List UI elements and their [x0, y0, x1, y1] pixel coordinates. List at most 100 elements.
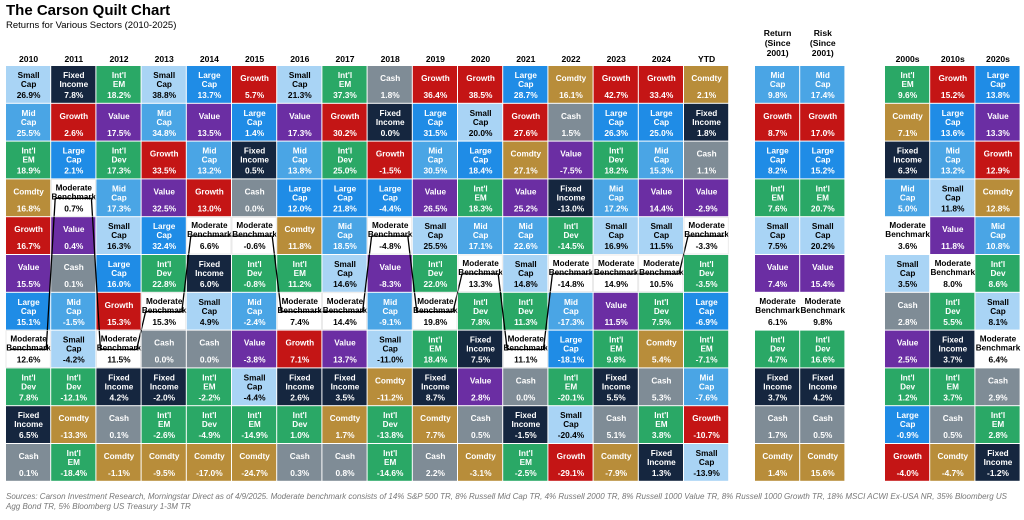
cell-label: Cap: [770, 156, 785, 165]
quilt-cell-growth: Growth -10.7%: [684, 406, 729, 443]
cell-label: Fixed: [812, 373, 833, 382]
cell-background: [975, 255, 1020, 292]
cell-value: 3.5%: [898, 279, 918, 289]
cell-label: Moderate: [56, 183, 93, 192]
cell-value: 0.3%: [290, 468, 310, 478]
cell-value: 42.7%: [604, 90, 628, 100]
cell-value: 18.4%: [424, 355, 448, 365]
cell-value: 11.8%: [941, 241, 965, 251]
cell-background: [593, 330, 638, 368]
cell-label: Growth: [763, 112, 792, 121]
cell-label: Income: [893, 156, 922, 165]
cell-label: Large: [942, 109, 965, 118]
cell-background: [930, 292, 975, 330]
quilt-cell-growth: Growth 15.2%: [930, 66, 975, 103]
cell-label: Moderate: [282, 297, 319, 306]
cell-value: -18.1%: [558, 355, 585, 365]
cell-background: [548, 368, 593, 406]
cell-background: [684, 368, 729, 406]
cell-label: Benchmark: [97, 344, 142, 353]
cell-label: Cap: [900, 269, 915, 278]
column-header: 2001): [767, 48, 789, 58]
cell-label: Mid: [901, 184, 915, 193]
cell-background: [684, 406, 729, 443]
cell-value: 32.5%: [152, 203, 176, 213]
cell-value: -20.1%: [558, 392, 585, 402]
cell-value: 4.2%: [109, 392, 129, 402]
cell-background: [96, 406, 141, 443]
cell-label: Comdty: [375, 376, 406, 385]
cell-value: 1.4%: [245, 128, 265, 138]
cell-label: Small: [18, 71, 40, 80]
cell-background: [51, 444, 96, 481]
quilt-cell-growth: Growth 13.0%: [186, 179, 231, 217]
cell-background: [930, 179, 975, 217]
cell-value: -2.5%: [515, 468, 537, 478]
cell-background: [503, 103, 548, 141]
cell-label: Benchmark: [976, 344, 1021, 353]
cell-label: Value: [696, 187, 718, 196]
quilt-cell-growth: Growth 7.1%: [277, 330, 322, 368]
cell-label: Cap: [382, 307, 397, 316]
cell-background: [548, 179, 593, 217]
cell-label: Fixed: [560, 184, 581, 193]
cell-value: -17.3%: [558, 317, 585, 327]
cell-value: 6.0%: [200, 279, 220, 289]
quilt-cell-cash: Cash 1.5%: [548, 103, 593, 141]
cell-value: -4.9%: [198, 430, 220, 440]
cell-background: [141, 179, 186, 217]
cell-label: Int'l: [293, 411, 307, 420]
cell-background: [885, 66, 930, 103]
cell-background: [6, 292, 51, 330]
cell-background: [141, 255, 186, 292]
cell-label: Comdty: [511, 150, 542, 159]
cell-label: Growth: [647, 74, 676, 83]
cell-label: Int'l: [564, 222, 578, 231]
cell-label: Cap: [900, 193, 915, 202]
cell-value: 38.8%: [152, 90, 176, 100]
cell-background: [6, 179, 51, 217]
column-header: 2024: [652, 54, 671, 64]
cell-value: 21.3%: [288, 90, 312, 100]
cell-value: 3.6%: [898, 241, 918, 251]
cell-value: 27.6%: [514, 128, 538, 138]
cell-label: Large: [108, 260, 131, 269]
cell-label: Cash: [290, 452, 310, 461]
cell-value: -1.5%: [515, 430, 537, 440]
cell-label: Income: [150, 382, 179, 391]
cell-background: [367, 406, 412, 443]
cell-value: -7.6%: [696, 392, 718, 402]
cell-label: Moderate: [553, 259, 590, 268]
cell-background: [638, 406, 683, 443]
cell-label: Large: [469, 147, 492, 156]
quilt-cell-growth: Growth 38.5%: [458, 66, 503, 103]
cell-value: 15.1%: [17, 317, 41, 327]
cell-value: 4.7%: [768, 355, 788, 365]
cell-value: 15.3%: [107, 317, 131, 327]
cell-value: 2.6%: [64, 128, 84, 138]
cell-value: 8.0%: [943, 279, 963, 289]
cell-label: Growth: [331, 112, 360, 121]
quilt-cell-comdty: Comdty 27.1%: [503, 141, 548, 179]
cell-background: [975, 444, 1020, 481]
cell-label: Small: [424, 222, 446, 231]
cell-value: 18.5%: [333, 241, 357, 251]
cell-background: [322, 217, 367, 254]
cell-label: Dev: [337, 156, 352, 165]
cell-label: Large: [812, 147, 835, 156]
cell-label: Fixed: [334, 373, 355, 382]
cell-background: [232, 444, 277, 481]
cell-background: [232, 330, 277, 368]
